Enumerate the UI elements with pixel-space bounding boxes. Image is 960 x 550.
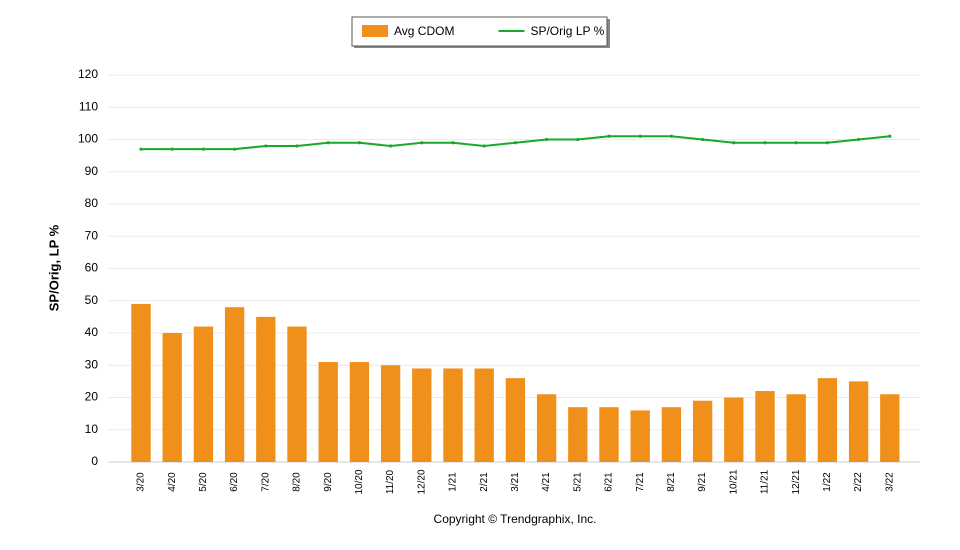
x-tick-label: 7/20 — [260, 472, 271, 492]
point — [201, 147, 205, 151]
legend-box — [351, 16, 608, 47]
bar — [661, 407, 682, 462]
bar — [505, 378, 526, 462]
bar — [474, 368, 494, 462]
x-tick-label: 3/21 — [510, 472, 521, 492]
point — [295, 144, 299, 148]
bar — [630, 410, 650, 462]
point — [326, 141, 330, 145]
credit: Copyright © Trendgraphix, Inc. — [434, 512, 597, 526]
x-tick-label: 2/21 — [479, 472, 490, 492]
y-tick-label: 30 — [85, 357, 99, 371]
y-tick-label: 40 — [85, 325, 99, 339]
bar — [256, 316, 276, 462]
bar — [318, 362, 338, 462]
bar — [224, 307, 245, 462]
bar — [349, 362, 370, 462]
point — [888, 134, 892, 138]
x-tick-label: 6/21 — [604, 472, 615, 492]
x-tick-label: 8/20 — [292, 472, 303, 492]
point — [701, 137, 705, 142]
y-tick-label: 100 — [78, 132, 98, 146]
x-tick-label: 4/20 — [167, 472, 178, 492]
point — [451, 141, 455, 145]
x-tick-label: 12/20 — [416, 469, 427, 494]
point — [545, 137, 549, 142]
y-tick-label: 110 — [79, 99, 98, 113]
bar — [193, 326, 214, 462]
y-tick-label: 20 — [85, 390, 99, 404]
point — [264, 144, 268, 148]
x-tick-label: 10/20 — [354, 469, 365, 494]
y-tick-label: 50 — [85, 293, 99, 307]
point — [825, 141, 830, 145]
bar — [848, 381, 869, 462]
bar — [443, 368, 463, 462]
y-tick-label: 80 — [85, 196, 99, 210]
bar — [380, 365, 401, 462]
y-tick-label: 0 — [91, 454, 98, 468]
x-tick-label: 7/21 — [635, 472, 646, 492]
legend — [351, 16, 610, 48]
point — [794, 141, 798, 145]
point — [170, 147, 174, 151]
point — [857, 137, 861, 142]
point — [638, 134, 642, 138]
point — [763, 141, 767, 145]
legend-swatch — [362, 25, 388, 37]
point — [669, 134, 674, 138]
x-tick-label: 11/21 — [760, 469, 771, 494]
x-tick-label: 4/21 — [541, 472, 552, 492]
bar — [817, 378, 838, 462]
x-tick-label: 5/21 — [572, 472, 583, 492]
y-tick-label: 10 — [85, 422, 99, 436]
bar — [755, 391, 775, 462]
x-tick-label: 11/20 — [385, 469, 396, 494]
point — [139, 147, 143, 151]
bar — [692, 400, 713, 462]
x-tick-label: 5/20 — [198, 472, 209, 492]
point — [732, 141, 736, 145]
bar — [724, 397, 744, 462]
bar — [599, 407, 619, 462]
bar — [162, 333, 182, 462]
x-tick-label: 3/22 — [884, 472, 895, 492]
point — [420, 141, 424, 145]
x-tick-label: 6/20 — [229, 472, 240, 492]
point — [233, 147, 237, 151]
bar — [412, 368, 432, 462]
point — [482, 144, 486, 148]
y-axis-title: SP/Orig, LP % — [46, 224, 61, 311]
y-tick-label: 90 — [85, 164, 99, 178]
bar — [786, 394, 806, 462]
point — [513, 141, 518, 145]
point — [389, 144, 393, 148]
point — [357, 141, 361, 145]
x-tick-label: 8/21 — [666, 472, 677, 492]
x-tick-label: 3/20 — [136, 472, 147, 492]
bar — [880, 394, 900, 462]
y-tick-label: 70 — [85, 228, 99, 242]
bar — [131, 303, 151, 462]
y-tick-label: 120 — [78, 67, 98, 81]
bar — [568, 407, 588, 462]
legend-label: Avg CDOM — [394, 24, 454, 38]
bar — [536, 394, 557, 462]
x-tick-label: 1/21 — [448, 472, 459, 492]
bar — [287, 326, 307, 462]
x-tick-label: 2/22 — [853, 472, 864, 492]
x-tick-label: 12/21 — [791, 469, 802, 494]
point — [607, 134, 611, 138]
x-tick-label: 9/20 — [323, 472, 334, 492]
x-tick-label: 1/22 — [822, 472, 833, 492]
x-tick-label: 10/21 — [728, 469, 739, 494]
legend-label: SP/Orig LP % — [530, 24, 604, 38]
point — [576, 137, 580, 142]
y-tick-label: 60 — [85, 261, 99, 275]
x-tick-label: 9/21 — [697, 472, 708, 492]
